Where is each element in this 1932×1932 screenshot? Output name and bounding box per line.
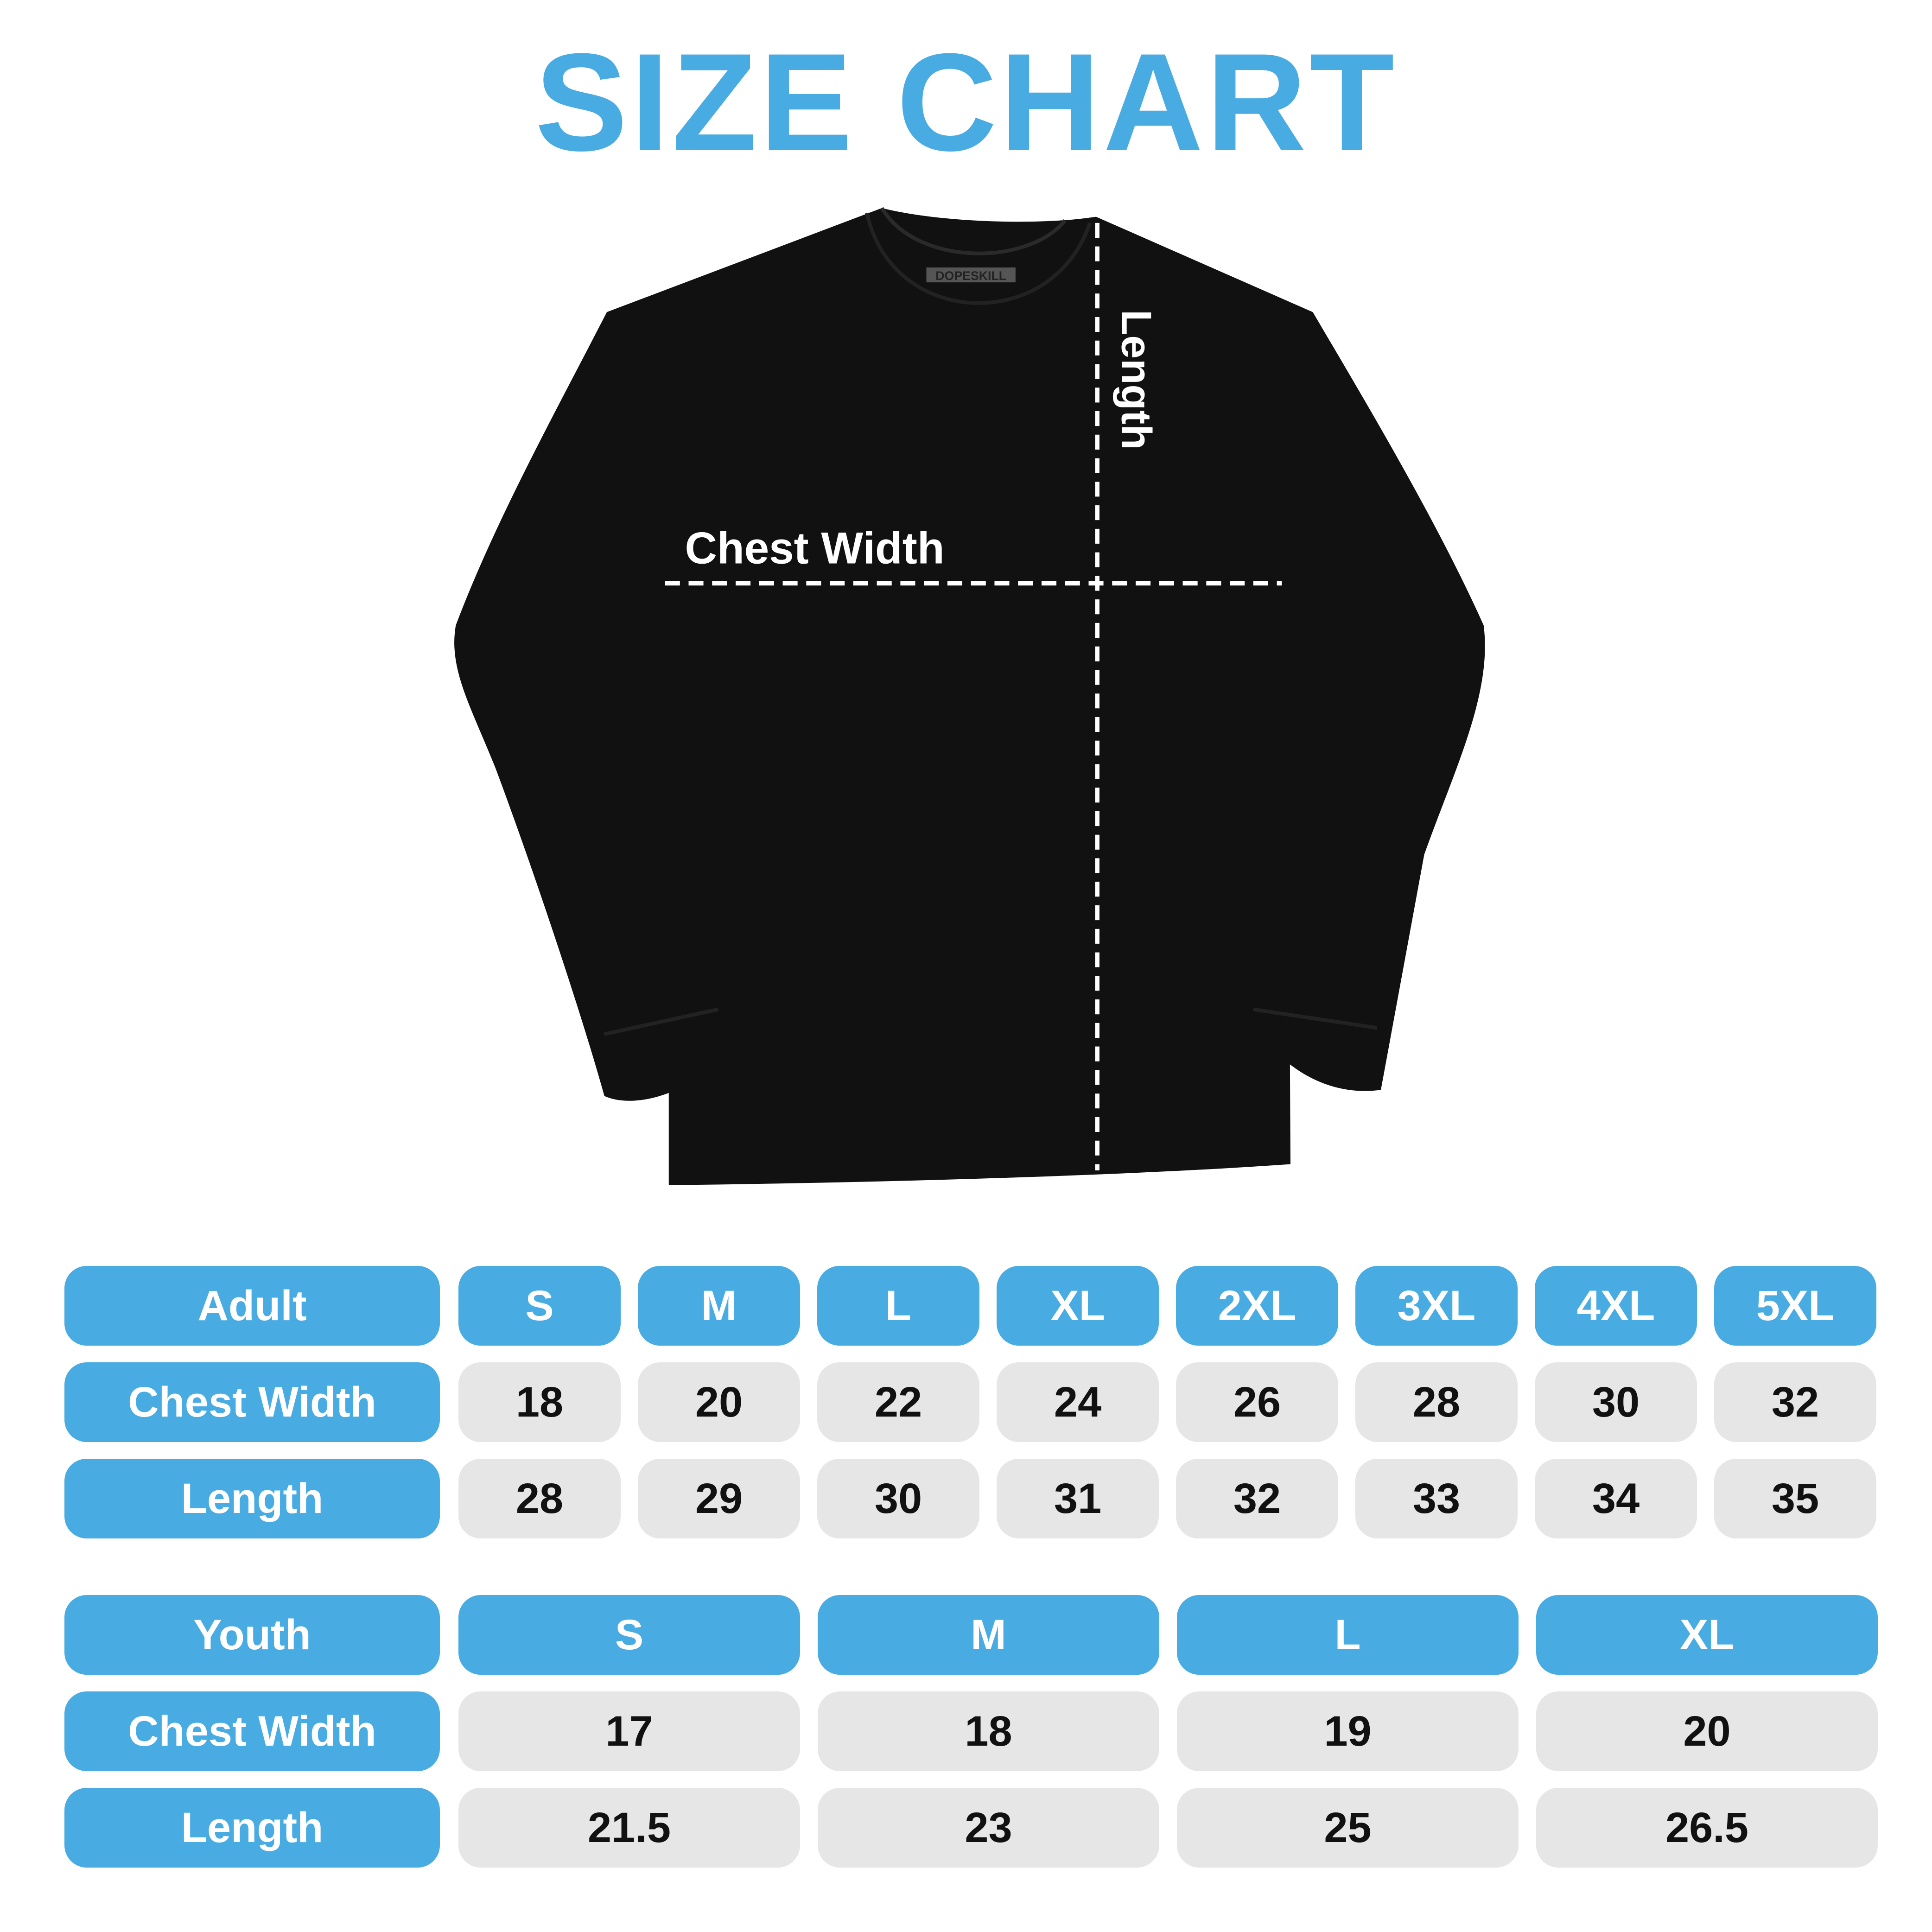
adult-value-cell: 22 [817, 1362, 979, 1442]
brand-tag [926, 267, 1016, 283]
shirt-neck-seam [865, 212, 1092, 305]
adult-value-cell: 30 [817, 1459, 979, 1538]
adult-size-header: XL [997, 1266, 1159, 1346]
adult-size-header: 5XL [1714, 1266, 1876, 1346]
adult-value-cell: 26 [1176, 1362, 1338, 1442]
adult-size-header: M [638, 1266, 800, 1346]
adult-value-cell: 33 [1355, 1459, 1518, 1538]
youth-value-cell: 17 [458, 1691, 800, 1771]
adult-size-header: 3XL [1355, 1266, 1518, 1346]
adult-value-cell: 34 [1535, 1459, 1697, 1538]
youth-row-label: Chest Width [64, 1691, 440, 1771]
cuff-seams [604, 1007, 1378, 1036]
adult-value-cell: 32 [1714, 1362, 1876, 1442]
adult-value-cell: 35 [1714, 1459, 1876, 1538]
youth-value-cell: 26.5 [1536, 1788, 1878, 1868]
youth-size-header: XL [1536, 1595, 1878, 1675]
youth-value-cell: 19 [1177, 1691, 1519, 1771]
youth-value-cell: 23 [818, 1788, 1159, 1868]
youth-value-cell: 25 [1177, 1788, 1519, 1868]
adult-size-header: S [458, 1266, 621, 1346]
youth-size-header: L [1177, 1595, 1519, 1675]
longsleeve-shirt-image: DOPESKILL [454, 207, 1485, 1185]
length-label: Length [1113, 310, 1160, 450]
youth-size-header: M [818, 1595, 1159, 1675]
youth-size-header: S [458, 1595, 800, 1675]
adult-value-cell: 32 [1176, 1459, 1338, 1538]
adult-value-cell: 20 [638, 1362, 800, 1442]
shirt-collar [880, 207, 1067, 255]
brand-tag-text: DOPESKILL [935, 269, 1006, 283]
chest-width-label: Chest Width [685, 524, 945, 573]
page-title: SIZE CHART [535, 24, 1397, 180]
adult-header-label: Adult [64, 1266, 440, 1346]
shirt-body [454, 208, 1485, 1185]
adult-row-label: Length [64, 1459, 440, 1538]
adult-size-header: L [817, 1266, 979, 1346]
youth-value-cell: 18 [818, 1691, 1159, 1771]
adult-value-cell: 18 [458, 1362, 621, 1442]
adult-value-cell: 24 [997, 1362, 1159, 1442]
youth-value-cell: 21.5 [458, 1788, 800, 1868]
youth-header-label: Youth [64, 1595, 440, 1675]
adult-value-cell: 28 [458, 1459, 621, 1538]
youth-value-cell: 20 [1536, 1691, 1878, 1771]
adult-value-cell: 29 [638, 1459, 800, 1538]
adult-value-cell: 31 [997, 1459, 1159, 1538]
adult-row-label: Chest Width [64, 1362, 440, 1442]
adult-size-header: 4XL [1535, 1266, 1697, 1346]
adult-size-header: 2XL [1176, 1266, 1338, 1346]
adult-value-cell: 30 [1535, 1362, 1697, 1442]
adult-value-cell: 28 [1355, 1362, 1518, 1442]
youth-row-label: Length [64, 1788, 440, 1868]
